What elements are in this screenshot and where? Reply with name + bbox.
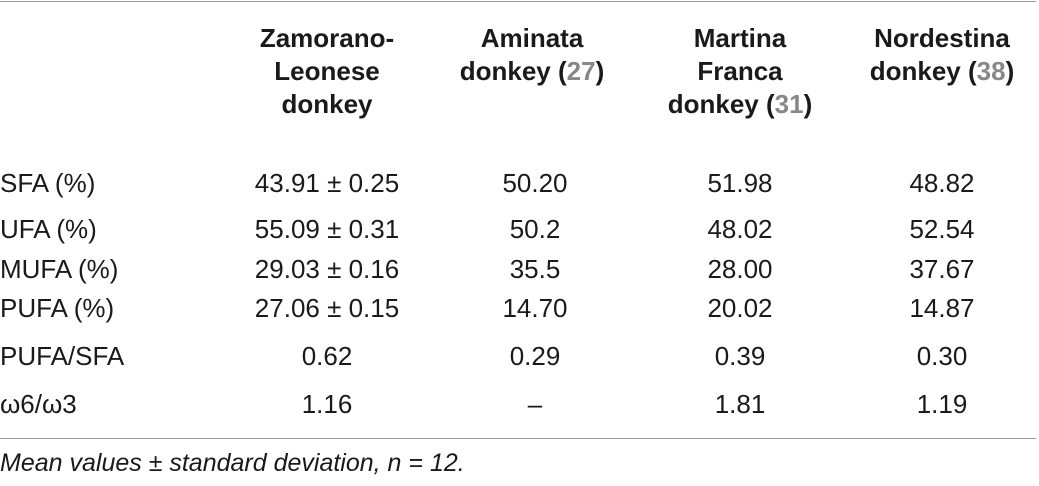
header-text: ) (595, 56, 605, 86)
table-cell: 0.30 (916, 341, 968, 371)
table-cell: 37.67 (909, 254, 975, 284)
table-bottom-rule (0, 438, 1036, 439)
reference-link[interactable]: 38 (976, 56, 1006, 86)
table-cell: 27.06 ± 0.15 (254, 293, 400, 323)
table-cell: 1.81 (714, 389, 766, 419)
header-text: donkey ( (667, 89, 775, 119)
header-line: Franca (697, 56, 783, 86)
reference-link[interactable]: 27 (566, 56, 596, 86)
header-text: donkey ( (459, 56, 567, 86)
table-cell: – (527, 389, 543, 419)
table-cell: 51.98 (707, 168, 773, 198)
table-cell: 43.91 ± 0.25 (254, 168, 400, 198)
header-line: donkey (27) (437, 55, 627, 88)
row-label: PUFA (%) (0, 293, 115, 323)
column-header-aminata: Aminata donkey (27) (437, 22, 627, 88)
table-cell: 28.00 (707, 254, 773, 284)
table-cell: 48.82 (909, 168, 975, 198)
row-label: SFA (%) (0, 168, 96, 198)
header-line: donkey (38) (847, 55, 1037, 88)
table-footnote: Mean values ± standard deviation, n = 12… (0, 449, 465, 477)
table-top-rule (0, 1, 1036, 2)
header-text: ) (1005, 56, 1015, 86)
row-label: UFA (%) (0, 214, 97, 244)
table-cell: 48.02 (707, 214, 773, 244)
header-text: ) (803, 89, 813, 119)
table-cell: 35.5 (509, 254, 561, 284)
header-line: Leonese (274, 56, 380, 86)
table-cell: 14.70 (502, 293, 568, 323)
table-cell: 55.09 ± 0.31 (254, 214, 400, 244)
table-cell: 0.39 (714, 341, 766, 371)
table-cell: 50.20 (502, 168, 568, 198)
table-cell: 0.62 (301, 341, 353, 371)
row-label: MUFA (%) (0, 254, 119, 284)
header-line: Aminata (480, 23, 584, 53)
column-header-martina-franca: Martina Franca donkey (31) (645, 22, 835, 121)
header-line: Martina (693, 23, 787, 53)
table-cell: 1.16 (301, 389, 353, 419)
reference-link[interactable]: 31 (774, 89, 804, 119)
header-line: Zamorano- (259, 23, 395, 53)
header-line: donkey (281, 89, 373, 119)
table-cell: 50.2 (509, 214, 561, 244)
row-label: PUFA/SFA (0, 341, 125, 371)
table-cell: 52.54 (909, 214, 975, 244)
table-cell: 0.29 (509, 341, 561, 371)
column-header-zamorano-leonese: Zamorano- Leonese donkey (232, 22, 422, 121)
column-header-nordestina: Nordestina donkey (38) (847, 22, 1037, 88)
header-line: donkey (31) (645, 88, 835, 121)
row-label: ω6/ω3 (0, 389, 77, 419)
table-cell: 29.03 ± 0.16 (254, 254, 400, 284)
table-cell: 20.02 (707, 293, 773, 323)
table-cell: 14.87 (909, 293, 975, 323)
header-text: donkey ( (869, 56, 977, 86)
table-cell: 1.19 (916, 389, 968, 419)
header-line: Nordestina (874, 23, 1010, 53)
